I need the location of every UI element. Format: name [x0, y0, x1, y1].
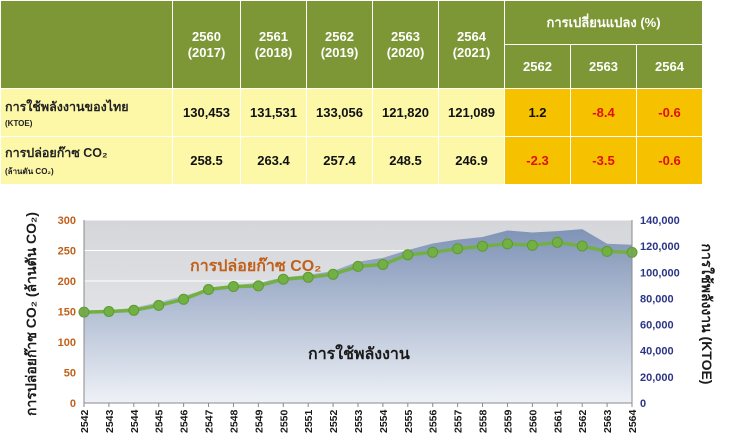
co2-point [327, 268, 339, 280]
value-cell: 246.9 [438, 136, 505, 185]
change-year-header: 2564 [635, 44, 704, 89]
y2-tick-label: 80,000 [640, 293, 674, 305]
y-tick-label: 0 [70, 398, 76, 410]
x-tick-label: 2554 [378, 409, 390, 433]
co2-line-label: การปล่อยก๊าซ CO₂ [190, 256, 321, 275]
co2-point [153, 299, 165, 311]
table-row: การใช้พลังงานของไทย (KTOE) 130,453 131,5… [0, 88, 704, 137]
x-tick-label: 2555 [403, 409, 415, 433]
x-tick-label: 2558 [478, 409, 490, 433]
x-tick-label: 2559 [502, 409, 514, 433]
y2-tick-label: 120,000 [640, 241, 680, 253]
year-header: 2561 (2018) [240, 0, 307, 89]
co2-point [601, 245, 613, 257]
table-corner [0, 0, 173, 89]
value-cell: 257.4 [306, 136, 373, 185]
x-tick-label: 2542 [79, 409, 91, 433]
x-tick-label: 2543 [104, 409, 116, 433]
row-label: การปล่อยก๊าซ CO₂ (ล้านตัน CO₂) [0, 136, 173, 185]
x-tick-label: 2545 [154, 409, 166, 433]
x-tick-label: 2564 [627, 409, 639, 433]
co2-point [427, 246, 439, 258]
x-tick-label: 2553 [353, 409, 365, 433]
year-header: 2563 (2020) [372, 0, 439, 89]
x-tick-label: 2557 [453, 409, 465, 433]
co2-point [178, 293, 190, 305]
co2-point [526, 239, 538, 251]
x-tick-label: 2562 [577, 409, 589, 433]
co2-point [103, 306, 115, 317]
y2-tick-label: 20,000 [640, 372, 674, 384]
co2-point [203, 284, 214, 295]
co2-point [402, 249, 414, 261]
y2-tick-label: 60,000 [640, 320, 674, 332]
x-tick-label: 2549 [253, 409, 265, 433]
value-cell: 258.5 [172, 136, 241, 185]
y2-axis-label: การใช้พลังงาน (KTOE) [699, 244, 716, 385]
change-year-header: 2563 [570, 44, 637, 89]
x-tick-label: 2560 [527, 409, 539, 433]
x-tick-label: 2563 [602, 409, 614, 433]
summary-table: 2560 (2017) 2561 (2018) 2562 (2019) 2563 (20… [0, 0, 704, 185]
energy-area-label: การใช้พลังงาน [308, 344, 410, 363]
year-header: 2562 (2019) [306, 0, 373, 89]
co2-point [551, 236, 563, 248]
co2-energy-chart: 0 50 100 150 200 250 300 0 20,000 40,000 60,000 80,… [23, 212, 716, 433]
co2-point [377, 259, 389, 270]
value-cell: 130,453 [172, 88, 241, 137]
value-cell: 133,056 [306, 88, 373, 137]
y-tick-label: 50 [64, 368, 76, 380]
y-tick-label: 200 [58, 276, 76, 288]
x-tick-label: 2548 [228, 409, 240, 433]
year-header: 2560 (2017) [172, 0, 241, 89]
y-tick-label: 150 [58, 307, 76, 319]
change-cell: -0.6 [635, 136, 704, 185]
value-cell: 121,089 [438, 88, 505, 137]
x-tick-label: 2547 [204, 409, 216, 433]
value-cell: 248.5 [372, 136, 439, 185]
row-label: การใช้พลังงานของไทย (KTOE) [0, 88, 173, 137]
x-tick-label: 2556 [428, 409, 440, 433]
year-header: 2564 (2021) [438, 0, 505, 89]
change-cell: -3.5 [570, 136, 637, 185]
y2-tick-label: 140,000 [640, 215, 680, 227]
co2-point [452, 243, 464, 255]
x-tick-label: 2561 [552, 409, 564, 433]
y-tick-label: 300 [58, 215, 76, 227]
x-tick-label: 2550 [278, 409, 290, 433]
change-cell: -0.6 [635, 88, 704, 137]
co2-point [128, 304, 140, 316]
co2-point [277, 273, 289, 285]
co2-point [576, 240, 588, 252]
co2-point [477, 240, 488, 252]
y-tick-label: 100 [58, 337, 76, 349]
co2-point [302, 271, 314, 283]
co2-point [352, 260, 364, 272]
change-cell: -8.4 [570, 88, 637, 137]
value-cell: 131,531 [240, 88, 307, 137]
value-cell: 121,820 [372, 88, 439, 137]
co2-point [502, 238, 513, 250]
table-row: การปล่อยก๊าซ CO₂ (ล้านตัน CO₂) 258.5 263… [0, 136, 704, 185]
y-tick-label: 250 [58, 246, 76, 258]
x-tick-label: 2552 [328, 409, 340, 433]
y2-tick-label: 40,000 [640, 346, 674, 358]
x-tick-label: 2546 [179, 409, 191, 433]
x-tick-label: 2551 [303, 409, 315, 433]
value-cell: 263.4 [240, 136, 307, 185]
x-tick-label: 2544 [129, 409, 141, 433]
change-header: การเปลี่ยนแปลง (%) [503, 0, 704, 45]
co2-point [252, 280, 264, 292]
y2-tick-label: 100,000 [640, 267, 680, 279]
co2-point [228, 281, 239, 292]
y2-tick-label: 0 [640, 398, 646, 410]
y-axis-label: การปล่อยก๊าซ CO₂ (ล้านตัน CO₂) [23, 212, 39, 416]
change-year-header: 2562 [504, 44, 571, 89]
energy-area [84, 229, 632, 403]
change-cell: 1.2 [504, 88, 571, 137]
change-cell: -2.3 [504, 136, 571, 185]
